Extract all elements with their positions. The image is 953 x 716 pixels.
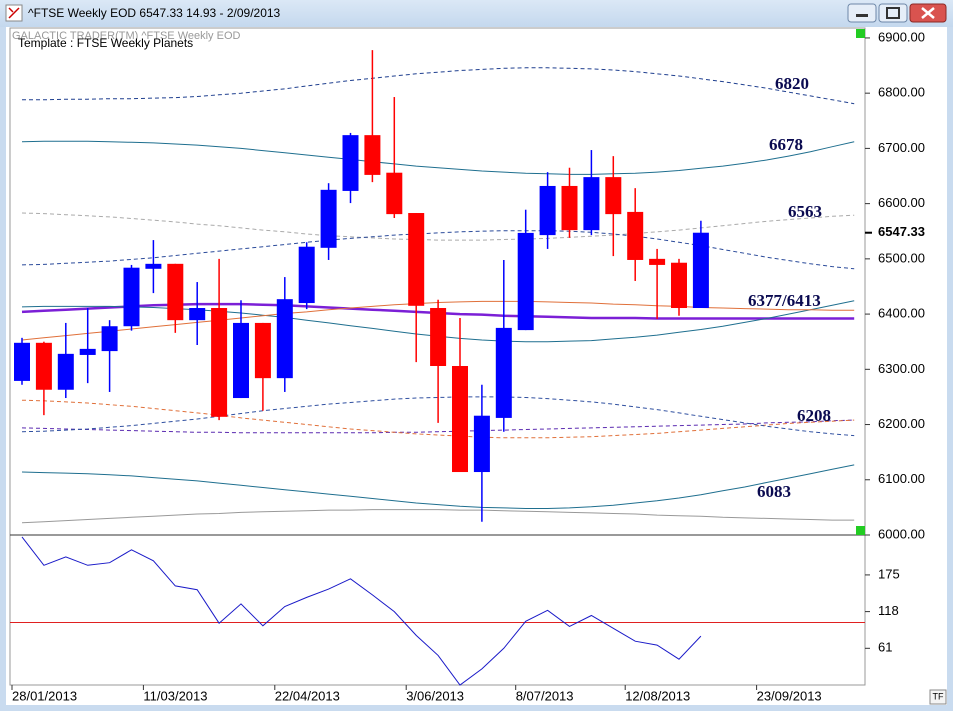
panel-handle[interactable] — [856, 29, 865, 38]
planet-band — [21, 419, 855, 434]
maximize-glyph — [886, 7, 900, 19]
candle-body — [539, 185, 556, 236]
candle-body — [189, 308, 206, 321]
tf-button-label: TF — [933, 691, 944, 701]
candle-body — [211, 308, 228, 417]
candle-body — [408, 213, 425, 306]
y2-tick-label: 118 — [878, 603, 899, 618]
title-bar — [0, 0, 953, 27]
candle-body — [627, 211, 644, 260]
candle-body — [473, 415, 490, 473]
planet-band — [21, 464, 855, 509]
candle-body — [57, 353, 74, 390]
window-buttons — [847, 3, 947, 23]
band-label: 6083 — [757, 482, 791, 501]
x-tick-label: 11/03/2013 — [143, 688, 207, 703]
planet-band — [21, 509, 855, 524]
planet-band — [21, 396, 855, 437]
y-tick-label: 6200.00 — [878, 416, 925, 431]
candle-body — [276, 299, 293, 379]
y-tick-label: 6700.00 — [878, 140, 925, 155]
band-label: 6820 — [775, 74, 809, 93]
y-tick-label: 6000.00 — [878, 526, 925, 541]
x-tick-label: 12/08/2013 — [625, 688, 690, 703]
x-tick-label: 28/01/2013 — [12, 688, 77, 703]
last-price-label: 6547.33 — [878, 224, 925, 239]
candle-body — [495, 327, 512, 418]
candle-body — [254, 322, 271, 379]
panel-handle[interactable] — [856, 526, 865, 535]
planet-band — [21, 140, 855, 175]
x-tick-label: 3/06/2013 — [406, 688, 464, 703]
candle-body — [145, 263, 162, 269]
watermark: GALACTIC TRADER(TM) ^FTSE Weekly EOD — [12, 30, 240, 42]
app-icon-glyph — [8, 7, 20, 19]
candle-body — [452, 366, 468, 473]
candle-body — [342, 135, 359, 191]
planet-band — [21, 212, 855, 241]
x-tick-label: 8/07/2013 — [516, 688, 574, 703]
candle-body — [692, 232, 709, 309]
candle-body — [430, 308, 447, 366]
y-tick-label: 6300.00 — [878, 361, 925, 376]
y2-tick-label: 61 — [878, 640, 892, 655]
minimize-button[interactable] — [847, 3, 877, 23]
candle-body — [320, 189, 337, 248]
x-tick-label: 22/04/2013 — [275, 688, 340, 703]
maximize-button[interactable] — [878, 3, 908, 23]
y-tick-label: 6100.00 — [878, 471, 925, 486]
close-glyph — [921, 7, 935, 19]
candle-body — [583, 177, 600, 231]
tf-button[interactable] — [929, 689, 947, 705]
y-tick-label: 6800.00 — [878, 85, 925, 100]
candle-body — [101, 326, 118, 352]
candle-body — [386, 172, 403, 215]
y-tick-label: 6400.00 — [878, 306, 925, 321]
candle-body — [35, 342, 52, 390]
y-tick-label: 6900.00 — [878, 29, 925, 44]
x-tick-label: 23/09/2013 — [757, 688, 822, 703]
planet-band — [21, 399, 855, 439]
candle-body — [364, 135, 381, 175]
candle-body — [671, 262, 687, 309]
y-tick-label: 6500.00 — [878, 250, 925, 265]
template-label: Template : FTSE Weekly Planets — [18, 36, 193, 50]
window-title: ^FTSE Weekly EOD 6547.33 14.93 - 2/09/20… — [28, 6, 281, 20]
planet-band — [21, 230, 855, 270]
candle-body — [298, 246, 315, 304]
candle-body — [167, 263, 184, 321]
candle-body — [123, 267, 140, 327]
y-tick-label: 6600.00 — [878, 195, 925, 210]
planet-band — [22, 67, 855, 105]
candle-body — [561, 185, 578, 231]
candle-body — [233, 322, 249, 399]
band-label: 6678 — [769, 135, 803, 154]
band-label: 6377/6413 — [748, 291, 821, 310]
candle-body — [649, 258, 666, 265]
candle-body — [517, 232, 534, 331]
candle-body — [14, 342, 30, 381]
y2-tick-label: 175 — [878, 566, 900, 581]
indicator-line — [21, 536, 702, 686]
band-label: 6563 — [788, 202, 822, 221]
candle-body — [79, 348, 96, 355]
candle-body — [605, 177, 622, 215]
band-label: 6208 — [797, 406, 831, 425]
minimize-glyph — [856, 14, 868, 17]
